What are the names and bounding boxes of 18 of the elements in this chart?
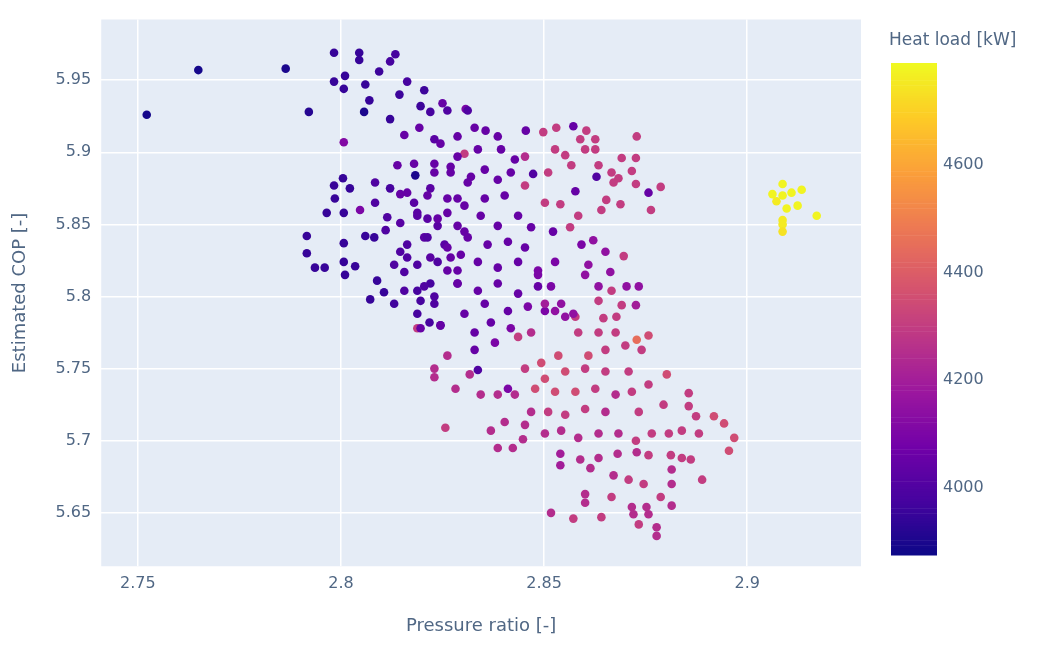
x-tick-label: 2.75 — [119, 572, 156, 592]
y-tick-label: 5.7 — [65, 429, 92, 449]
y-axis-title: Estimated COP [-] — [8, 212, 30, 374]
color-bar-label: 4200 — [943, 369, 984, 389]
y-tick-label: 5.65 — [55, 501, 92, 521]
x-tick-label: 2.9 — [734, 572, 760, 592]
x-tick-label: 2.85 — [526, 572, 562, 592]
y-tick-label: 5.95 — [55, 69, 92, 89]
color-bar-label: 4600 — [943, 154, 984, 174]
color-bar-label: 4400 — [943, 261, 984, 281]
y-tick-label: 5.9 — [65, 141, 92, 161]
color-bar-label: 4000 — [943, 476, 984, 496]
y-tick-label: 5.8 — [65, 285, 92, 305]
x-tick-label: 2.8 — [328, 572, 354, 592]
y-tick-label: 5.85 — [55, 213, 92, 233]
y-tick-label: 5.75 — [55, 357, 92, 377]
color-bar-title: Heat load [kW] — [889, 29, 1017, 49]
x-axis-title: Pressure ratio [-] — [405, 613, 557, 635]
